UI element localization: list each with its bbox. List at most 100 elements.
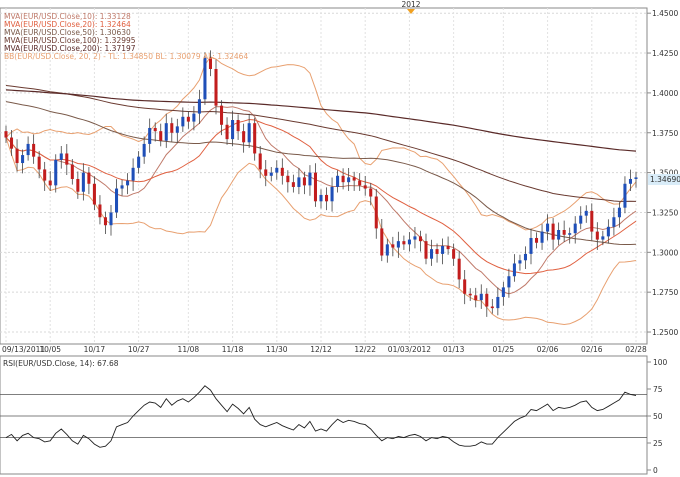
legend-entry: MVA(EUR/USD.Close,50): 1.30630 [4,28,131,37]
price-y-axis: 1.4500 1.4250 1.4000 1.3750 1.3500 1.3250 1.30… [647,9,678,337]
bullish-candle [126,180,130,186]
bullish-candle [115,188,119,213]
bearish-candle [170,123,174,133]
rsi-tick-label: 75 [653,385,663,394]
bearish-candle [225,124,229,140]
bearish-candle [402,241,406,245]
y-tick-label: 1.4500 [652,9,678,18]
bullish-candle [336,175,340,187]
bearish-candle [32,143,36,157]
x-tick-label: 02/28 [625,345,647,354]
bearish-candle [214,68,218,106]
x-tick-label: 12/12 [310,345,332,354]
bullish-candle [523,253,527,261]
rsi-panel-frame [0,355,648,475]
bullish-candle [54,159,58,186]
mva-20-line [5,118,637,275]
bearish-candle [352,177,356,181]
bearish-candle [463,279,467,294]
bullish-candle [247,123,251,143]
bullish-candle [507,276,511,288]
bearish-candle [369,188,373,197]
bullish-candle [479,293,483,301]
rsi-series-path [5,385,637,448]
bearish-candle [302,177,306,186]
bearish-candle [48,180,52,186]
bearish-candle [253,123,257,154]
bullish-candle [501,287,505,297]
bullish-candle [347,177,351,183]
rsi-title: RSI(EUR/USD.Close, 14): 67.68 [3,359,119,368]
bullish-candle [512,263,516,277]
rsi-tick-label: 0 [653,466,658,475]
bullish-candle [26,143,30,156]
bearish-candle [374,196,378,229]
rsi-tick-label: 100 [653,358,668,367]
bearish-candle [159,131,163,141]
bullish-candle [617,207,621,218]
bullish-candle [181,116,185,127]
legend-entry: MVA(EUR/USD.Close,10): 1.33128 [4,12,131,21]
indicator-legend: MVA(EUR/USD.Close,10): 1.33128MVA(EUR/US… [4,12,248,61]
x-tick-label: 12/22 [354,345,376,354]
bearish-candle [186,116,190,122]
bearish-candle [590,210,594,232]
bearish-candle [43,169,47,181]
bullish-candle [120,185,124,189]
y-tick-label: 1.2500 [652,328,678,337]
main-panel-frame [0,7,648,345]
moving-averages [5,85,637,295]
legend-entry: MVA(EUR/USD.Close,200): 1.37197 [4,44,136,53]
bullish-candle [518,260,522,264]
bullish-candle [59,153,63,160]
bullish-candle [540,231,544,243]
legend-entry: MVA(EUR/USD.Close,20): 1.32464 [4,20,131,29]
rsi-y-axis: 100 75 50 25 0 [647,358,668,475]
x-tick-label: 10/17 [84,345,106,354]
bearish-candle [37,156,41,170]
bearish-candle [341,175,345,183]
bearish-candle [208,57,212,69]
bullish-candle [612,217,616,227]
bullish-candle [164,123,168,141]
x-tick-label: 01/03/2012 [388,345,431,354]
bearish-candle [286,175,290,183]
bullish-candle [192,113,196,122]
bearish-candle [242,131,246,143]
x-tick-label: 11/30 [266,345,288,354]
bearish-candle [291,182,295,187]
bearish-candle [87,172,91,184]
bullish-candle [175,126,179,133]
bullish-candle [319,194,323,202]
bullish-candle [413,236,417,240]
bullish-candle [584,210,588,216]
x-tick-label: 02/16 [581,345,603,354]
bullish-candle [81,172,85,192]
bullish-candle [148,127,152,144]
bearish-candle [452,249,456,259]
bullish-candle [529,237,533,254]
bearish-candle [358,180,362,186]
bearish-candle [391,244,395,248]
bullish-candle [634,177,638,179]
bearish-candle [153,127,157,132]
y-tick-label: 1.4000 [652,89,678,98]
bearish-candle [474,295,478,301]
bearish-candle [485,293,489,307]
bullish-candle [628,178,632,184]
bearish-candle [418,236,422,242]
bearish-candle [264,169,268,176]
bearish-candle [70,164,74,179]
bearish-candle [446,245,450,250]
bearish-candle [562,230,566,235]
x-tick-label: 10/05 [39,345,61,354]
rsi-line [5,385,637,448]
bullish-candle [197,99,201,114]
y-tick-label: 1.2750 [652,288,678,297]
bearish-candle [92,183,96,205]
mva-10-line [5,106,637,295]
bullish-candle [142,143,146,157]
bullish-candle [441,245,445,254]
bullish-candle [546,223,550,232]
